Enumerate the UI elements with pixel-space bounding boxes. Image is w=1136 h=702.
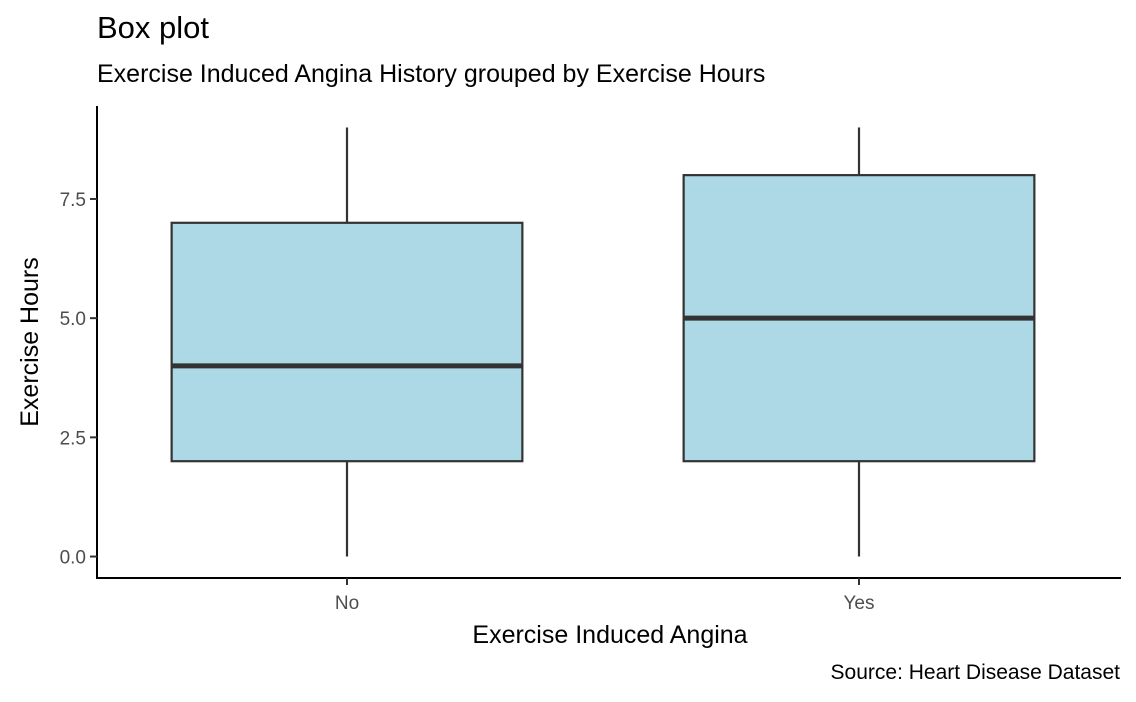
iqr-box-no [170, 221, 524, 463]
plot-marks [170, 127, 1036, 557]
box-no [170, 127, 524, 557]
x-axis-title: Exercise Induced Angina [472, 621, 747, 649]
y-axis-title: Exercise Hours [16, 257, 44, 427]
y-tick-label-0: 0.0 [60, 548, 86, 569]
x-tick-label-no: No [335, 593, 359, 614]
chart-title: Box plot [97, 10, 210, 45]
y-tick-label-3: 7.5 [60, 190, 86, 211]
chart-subtitle: Exercise Induced Angina History grouped … [97, 60, 766, 88]
chart-caption: Source: Heart Disease Dataset [830, 661, 1120, 684]
y-tick-label-2: 5.0 [60, 309, 86, 330]
x-tick-label-yes: Yes [844, 593, 875, 614]
box-yes [682, 127, 1036, 557]
axes: No Yes 0.0 2.5 5.0 7.5 [60, 106, 1121, 614]
y-tick-label-1: 2.5 [60, 428, 86, 449]
